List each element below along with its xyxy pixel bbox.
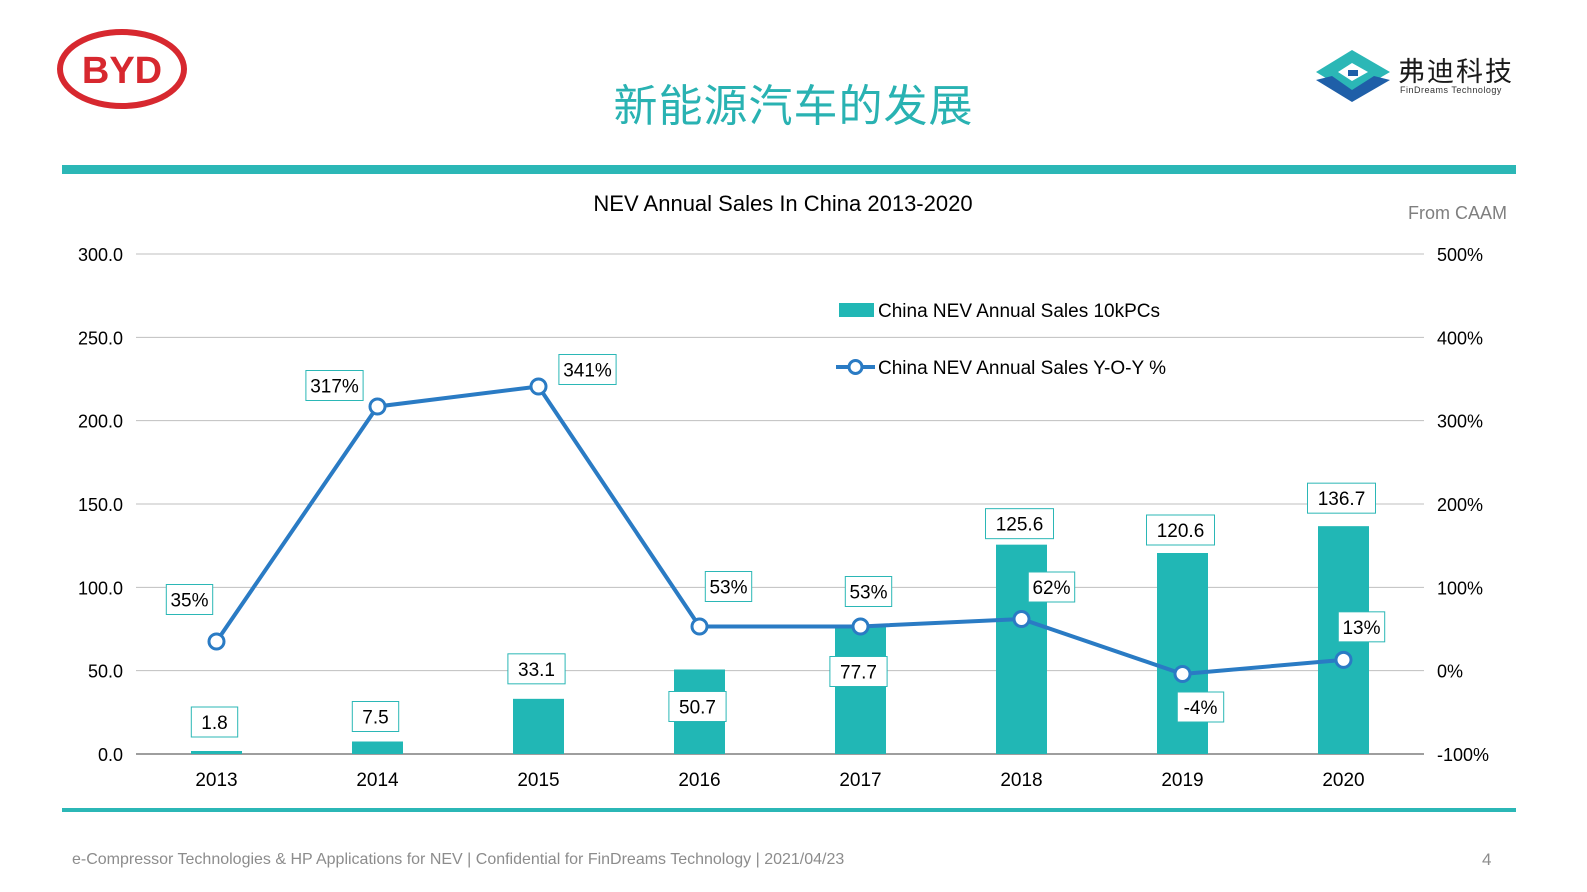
bar-value-label-box	[829, 656, 888, 687]
x-tick-label: 2017	[839, 770, 881, 791]
yoy-value-label: 53%	[849, 583, 887, 604]
y-right-tick-label: 500%	[1437, 245, 1483, 265]
yoy-value-label: 62%	[1032, 578, 1070, 599]
byd-logo-text: BYD	[82, 50, 162, 92]
x-tick-label: 2020	[1322, 770, 1364, 791]
x-tick-label: 2016	[678, 770, 720, 791]
yoy-point	[690, 617, 709, 636]
page-number: 4	[1482, 850, 1492, 869]
yoy-point	[1173, 665, 1192, 683]
y-left-tick-label: 200.0	[78, 412, 123, 432]
yoy-value-label-box	[305, 370, 364, 401]
yoy-point	[1012, 610, 1031, 628]
y-left-tick-label: 250.0	[78, 328, 123, 348]
legend-line-marker	[847, 359, 864, 375]
byd-logo: BYD	[56, 28, 188, 110]
chart-title: NEV Annual Sales In China 2013-2020	[593, 191, 972, 216]
bar-value-label-box	[1146, 514, 1215, 546]
yoy-value-label: 35%	[170, 591, 208, 612]
y-right-tick-label: 200%	[1437, 495, 1483, 515]
yoy-point	[207, 632, 226, 651]
yoy-value-label: 341%	[563, 361, 612, 382]
bar-value-label-box	[507, 653, 566, 685]
yoy-point	[851, 617, 870, 636]
y-right-tick-label: 300%	[1437, 412, 1483, 432]
yoy-value-label-box	[558, 354, 617, 385]
bar-value-label: 1.8	[201, 713, 227, 734]
y-left-tick-label: 150.0	[78, 495, 123, 515]
bar	[835, 624, 886, 754]
bar-value-label-box	[351, 701, 400, 732]
bar-value-label-box	[190, 706, 239, 738]
y-left-tick-label: 0.0	[98, 745, 123, 765]
findreams-mark-icon	[1316, 50, 1390, 102]
x-tick-label: 2015	[517, 770, 559, 791]
bar-value-label: 50.7	[679, 698, 716, 719]
yoy-value-label: 53%	[709, 578, 747, 599]
bar-value-label: 7.5	[362, 708, 388, 729]
bar-value-label-box	[985, 508, 1054, 540]
yoy-value-label-box	[704, 571, 753, 602]
yoy-value-label: -4%	[1184, 698, 1218, 719]
bar-value-label: 136.7	[1318, 489, 1366, 510]
bar	[1157, 553, 1208, 754]
bar	[513, 698, 564, 754]
legend-line-label: China NEV Annual Sales Y-O-Y %	[878, 358, 1166, 379]
bar	[191, 751, 242, 754]
yoy-value-label-box	[1176, 691, 1225, 723]
y-left-tick-label: 100.0	[78, 578, 123, 598]
yoy-point	[368, 397, 387, 416]
bar-value-label: 120.6	[1157, 521, 1205, 542]
yoy-value-label: 317%	[310, 377, 359, 398]
x-tick-label: 2018	[1000, 770, 1042, 791]
y-left-tick-label: 50.0	[88, 662, 123, 682]
bar	[352, 741, 403, 754]
yoy-point	[529, 377, 548, 396]
y-right-tick-label: 0%	[1437, 662, 1463, 682]
yoy-value-label-box	[165, 584, 214, 615]
yoy-value-label: 13%	[1342, 618, 1380, 639]
x-tick-label: 2014	[356, 770, 399, 791]
page-title: 新能源汽车的发展	[613, 81, 974, 132]
yoy-value-label-box	[1337, 611, 1386, 643]
findreams-logo: 弗迪科技 FinDreams Technology	[1312, 46, 1522, 106]
y-left-tick-label: 300.0	[78, 245, 123, 265]
header-divider	[62, 165, 1516, 174]
bar-value-label-box	[1307, 482, 1376, 514]
y-right-tick-label: 400%	[1437, 328, 1483, 348]
nev-sales-chart: NEV Annual Sales In China 2013-2020 0.0 50…	[78, 191, 1489, 791]
yoy-value-label-box	[844, 576, 893, 607]
findreams-name-cn: 弗迪科技	[1398, 57, 1514, 88]
x-tick-label: 2013	[195, 770, 237, 791]
yoy-value-label-box	[1027, 571, 1076, 603]
bar-value-label: 77.7	[840, 663, 877, 684]
findreams-name-en: FinDreams Technology	[1400, 85, 1502, 95]
footer-divider	[62, 808, 1516, 812]
legend-bar-label: China NEV Annual Sales 10kPCs	[878, 301, 1160, 322]
yoy-point	[1334, 650, 1353, 669]
legend-bar-swatch	[839, 303, 874, 317]
bar-value-label: 125.6	[996, 515, 1044, 536]
bar-value-label: 33.1	[518, 660, 555, 681]
bar-value-label-box	[668, 691, 727, 722]
footer-text: e-Compressor Technologies & HP Applicati…	[72, 851, 845, 868]
yoy-line	[214, 384, 1344, 676]
y-right-tick-label: 100%	[1437, 578, 1483, 598]
y-right-tick-label: -100%	[1437, 745, 1489, 765]
x-tick-label: 2019	[1161, 770, 1203, 791]
source-note: From CAAM	[1408, 203, 1507, 223]
